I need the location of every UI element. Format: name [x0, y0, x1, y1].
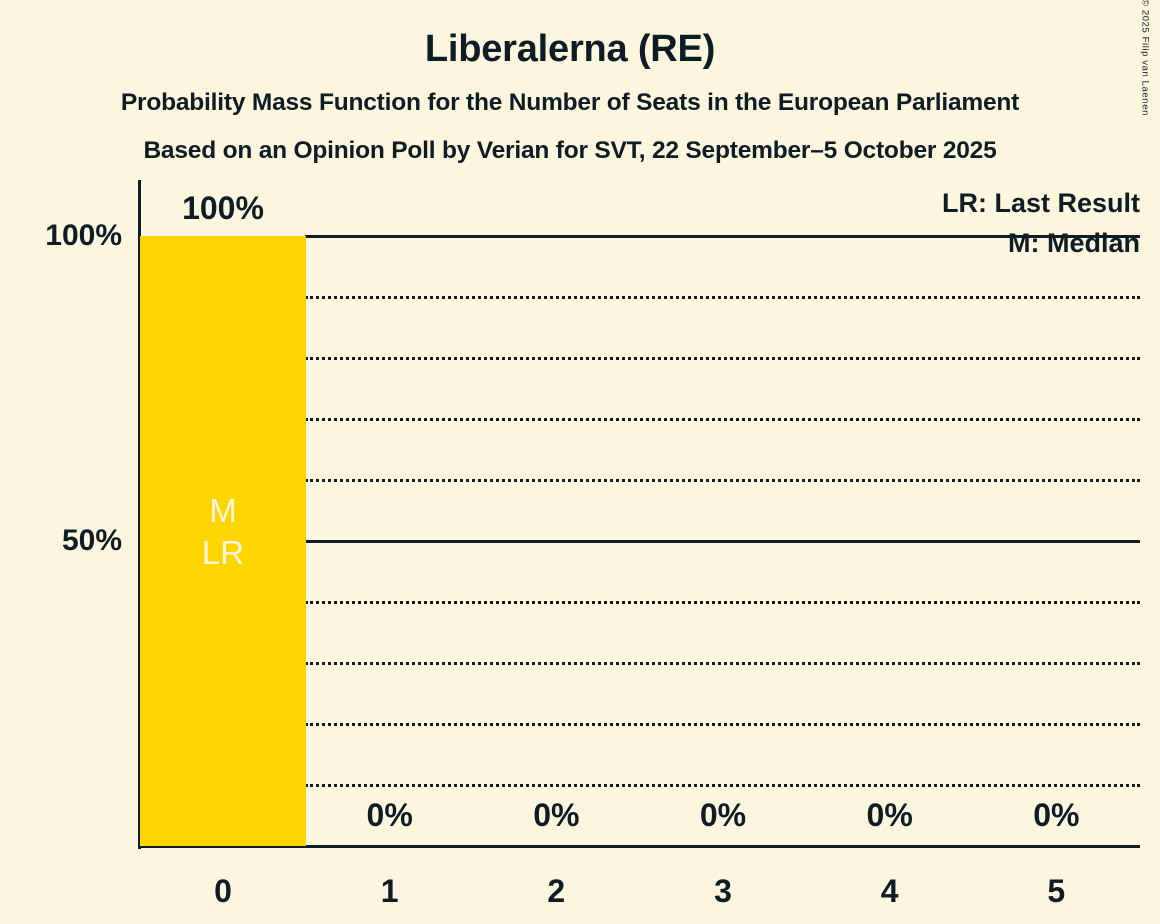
x-axis-tick-label-5: 5 — [1047, 873, 1066, 909]
legend-last-result: LR: Last Result — [941, 188, 1140, 218]
y-axis-tick-label: 50% — [61, 524, 122, 557]
gridline-solid — [305, 235, 1140, 238]
page-title: Liberalerna (RE) — [424, 28, 716, 70]
last-result-marker: LR — [201, 534, 245, 571]
gridline-dotted — [305, 662, 1140, 665]
bar-value-label-seat-4: 0% — [866, 797, 913, 833]
gridline-dotted — [305, 723, 1140, 726]
bar-value-label-seat-0: 100% — [182, 190, 264, 226]
bar-value-label-seat-2: 0% — [533, 797, 580, 833]
y-axis-line — [138, 180, 141, 849]
x-axis-tick-label-3: 3 — [714, 873, 732, 909]
gridline-dotted — [305, 296, 1140, 299]
gridline-dotted — [305, 601, 1140, 604]
chart-source-note: Based on an Opinion Poll by Verian for S… — [143, 137, 997, 164]
gridline-solid — [305, 540, 1140, 543]
chart-subtitle: Probability Mass Function for the Number… — [120, 89, 1020, 116]
bar-marker-labels: M LR — [140, 490, 306, 574]
gridline-dotted — [305, 784, 1140, 787]
x-axis-tick-label-4: 4 — [880, 873, 899, 909]
bar-value-label-seat-5: 0% — [1033, 797, 1080, 833]
gridline-dotted — [305, 357, 1140, 360]
median-marker: M — [209, 492, 237, 529]
x-axis-tick-label-0: 0 — [214, 873, 232, 909]
gridline-dotted — [305, 479, 1140, 482]
x-axis-tick-label-1: 1 — [380, 873, 399, 909]
bar-value-label-seat-1: 0% — [366, 797, 413, 833]
y-axis-tick-label: 100% — [45, 219, 122, 252]
bar-seat-0[interactable]: M LR — [140, 236, 306, 846]
x-axis-tick-label-2: 2 — [547, 873, 566, 909]
x-axis-line — [138, 845, 1140, 848]
legend-median: M: Median — [1008, 228, 1140, 258]
gridline-dotted — [305, 418, 1140, 421]
bar-value-label-seat-3: 0% — [699, 797, 747, 833]
